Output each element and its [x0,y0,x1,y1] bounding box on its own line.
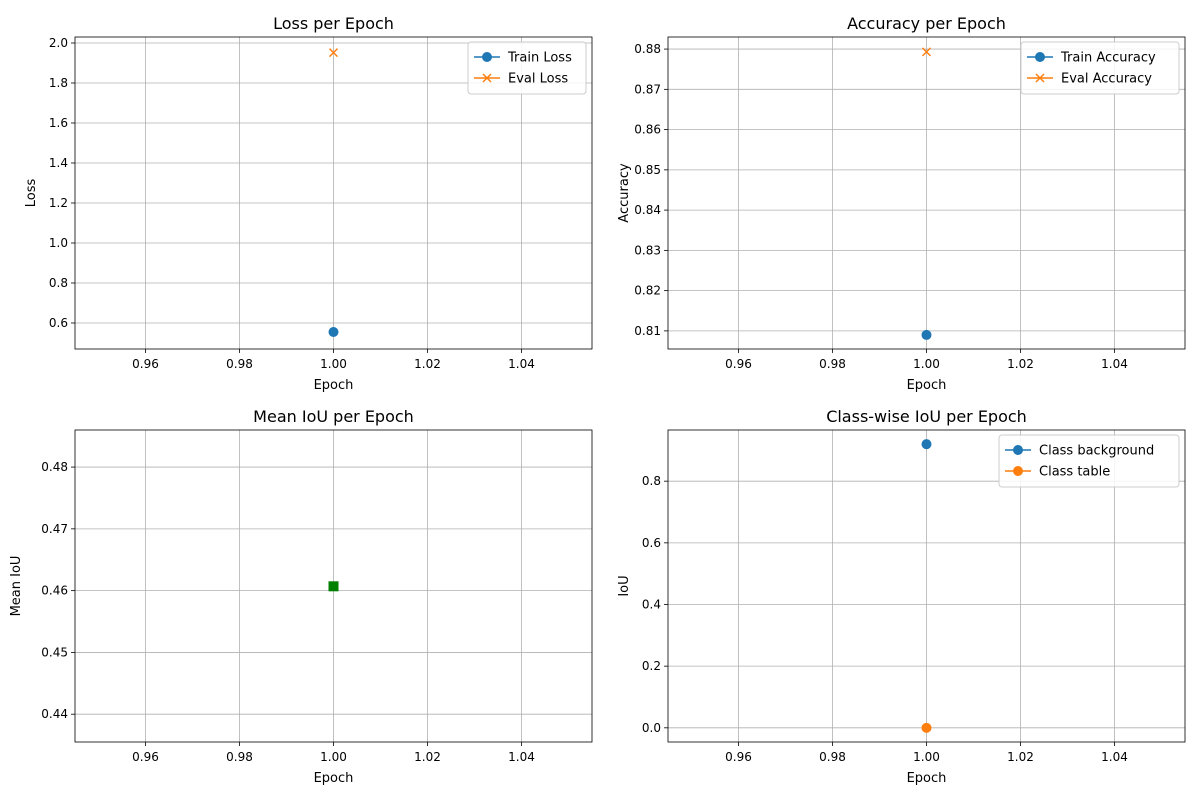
x-tick-label: 0.98 [226,750,253,764]
y-tick-label: 0.8 [49,276,68,290]
data-point-series-1 [328,581,339,592]
x-tick-label: 1.02 [1007,357,1034,371]
x-axis-label: Epoch [314,378,354,393]
y-tick-label: 0.4 [642,597,661,611]
y-tick-label: 0.83 [634,243,661,257]
chart-title: Class-wise IoU per Epoch [826,407,1027,426]
axes-frame [667,429,1186,743]
subplot-3: 0.96 0.98 1.00 1.02 1.04 0.44 0.45 0.46 0.47 0.48… [9,407,593,786]
axes-frame [74,36,593,350]
x-tick-label: 1.00 [913,357,940,371]
x-tick-label: 1.04 [1101,750,1128,764]
y-tick-label: 0.8 [642,474,661,488]
y-tick-label: 0.48 [41,460,68,474]
chart-title: Accuracy per Epoch [847,14,1006,33]
legend-label: Eval Loss [508,72,568,87]
y-axis-label: Mean IoU [9,556,24,617]
legend-marker [1035,52,1045,62]
legend-marker [1013,466,1023,476]
x-tick-label: 1.00 [320,750,347,764]
y-tick-label: 1.6 [49,116,68,130]
legend: Train Accuracy Eval Accuracy [1020,41,1180,95]
y-tick-label: 0.44 [41,707,68,721]
y-tick-label: 2.0 [49,36,68,50]
y-tick-label: 1.2 [49,196,68,210]
x-tick-label: 0.98 [819,357,846,371]
y-tick-label: 0.6 [49,316,68,330]
x-tick-label: 0.98 [226,357,253,371]
y-axis-label: Loss [24,179,39,208]
data-point-series-2 [921,47,932,57]
data-point-series-1 [921,439,932,450]
legend: Class background Class table [998,434,1180,488]
x-tick-label: 0.96 [132,357,159,371]
legend-label: Class background [1039,444,1154,459]
x-tick-label: 1.02 [414,750,441,764]
y-axis-label: IoU [617,575,632,596]
y-tick-label: 0.0 [642,721,661,735]
legend: Train Loss Eval Loss [467,41,587,95]
legend-marker [1035,73,1045,83]
x-tick-label: 1.02 [414,357,441,371]
legend-label: Train Loss [507,51,572,66]
x-axis-label: Epoch [907,378,947,393]
legend-label: Eval Accuracy [1061,72,1152,87]
x-tick-label: 1.00 [913,750,940,764]
data-point-series-2 [328,48,339,58]
subplot-2: 0.96 0.98 1.00 1.02 1.04 0.81 0.82 0.83 0.84 0.85… [617,14,1186,393]
x-axis-label: Epoch [907,771,947,786]
y-tick-label: 0.46 [41,584,68,598]
data-point-series-2 [921,722,932,733]
legend-box [1020,41,1180,95]
y-tick-label: 0.85 [634,163,661,177]
x-tick-label: 0.96 [725,750,752,764]
y-tick-label: 0.82 [634,284,661,298]
chart-title: Loss per Epoch [273,14,394,33]
x-tick-label: 1.04 [508,357,535,371]
y-tick-label: 0.2 [642,659,661,673]
y-tick-label: 0.88 [634,42,661,56]
y-axis-label: Accuracy [617,163,632,223]
subplot-1: 0.96 0.98 1.00 1.02 1.04 0.6 0.8 1.0 1.2 1.4 1.6 1.… [24,14,593,393]
legend-label: Train Accuracy [1060,51,1156,66]
data-point-series-1 [921,329,932,340]
x-tick-label: 1.00 [320,357,347,371]
x-tick-label: 0.96 [725,357,752,371]
y-tick-label: 0.45 [41,645,68,659]
axes-frame [667,36,1186,350]
y-tick-label: 0.81 [634,324,661,338]
x-tick-label: 0.96 [132,750,159,764]
y-tick-label: 0.84 [634,203,661,217]
legend-label: Class table [1039,465,1110,480]
y-tick-label: 1.8 [49,76,68,90]
x-tick-label: 1.02 [1007,750,1034,764]
data-point-series-1 [328,327,339,337]
x-tick-label: 1.04 [1101,357,1128,371]
subplot-4: 0.96 0.98 1.00 1.02 1.04 0.0 0.2 0.4 0.6 0.8 Class… [617,407,1186,786]
legend-box [467,41,587,95]
y-tick-label: 0.6 [642,536,661,550]
legend-marker [482,73,492,83]
x-tick-label: 1.04 [508,750,535,764]
y-tick-label: 0.47 [41,522,68,536]
legend-box [998,434,1180,488]
chart-title: Mean IoU per Epoch [253,407,414,426]
y-tick-label: 0.86 [634,123,661,137]
y-tick-label: 1.4 [49,156,68,170]
legend-marker [482,52,492,62]
y-tick-label: 1.0 [49,236,68,250]
legend-marker [1013,445,1023,455]
x-tick-label: 0.98 [819,750,846,764]
x-axis-label: Epoch [314,771,354,786]
y-tick-label: 0.87 [634,82,661,96]
axes-frame [74,429,593,743]
